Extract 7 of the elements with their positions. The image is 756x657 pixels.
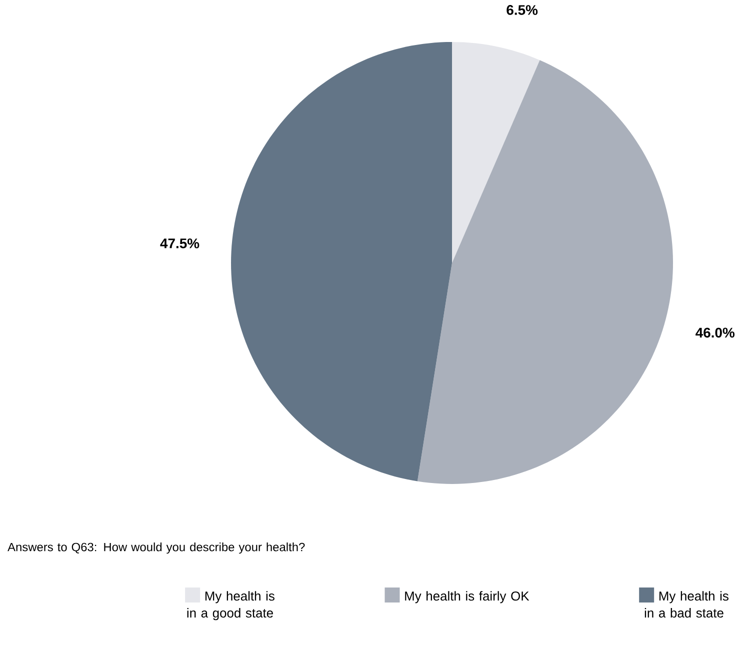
text: Answers to Q63: How would you describe your health?: [8, 542, 305, 554]
legend-label: My health is fairly OK: [405, 591, 530, 604]
legend-label: My health is in a good state: [187, 591, 274, 620]
data-label: 47.5%: [160, 238, 200, 248]
legend-label: My health is in a bad state: [644, 591, 728, 618]
data-label: 6.5%: [506, 5, 538, 15]
data-label: 46.0%: [696, 328, 735, 338]
